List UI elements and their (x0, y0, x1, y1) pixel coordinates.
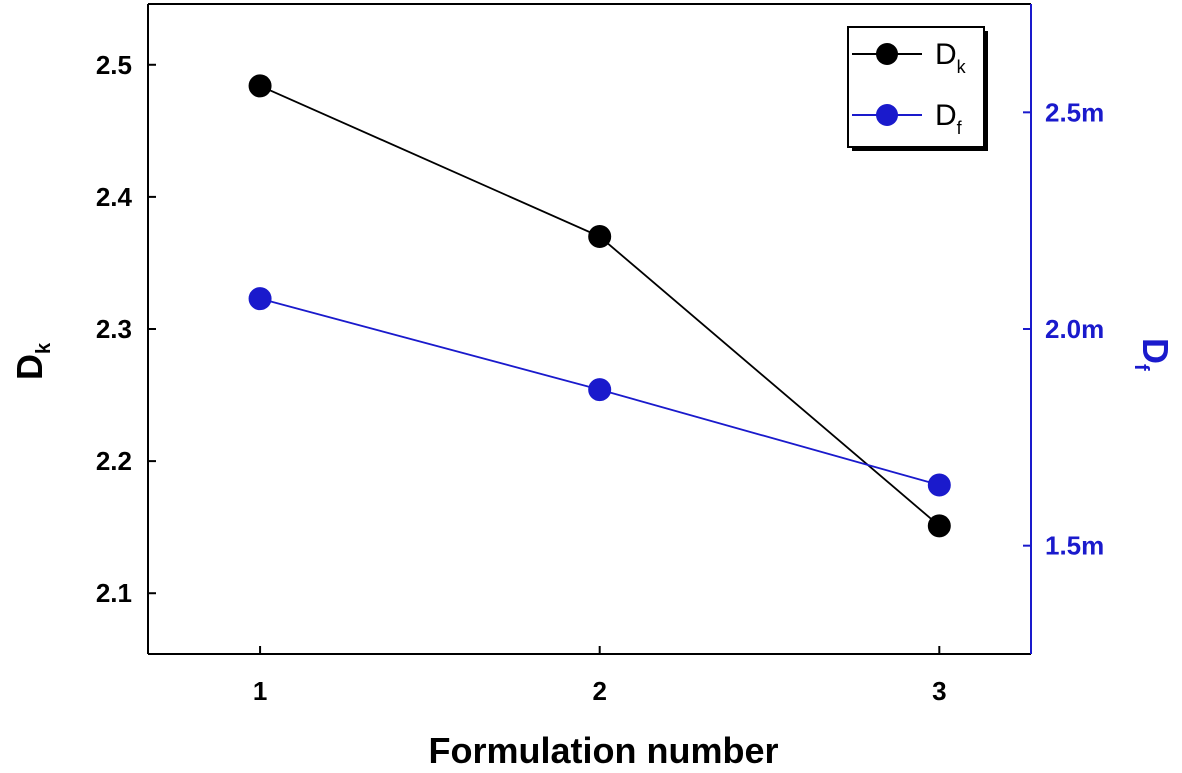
legend-marker-1 (876, 43, 898, 65)
data-point-series-1-1 (248, 74, 272, 98)
x-tick-label: 1 (253, 676, 267, 706)
x-tick-label: 3 (932, 676, 946, 706)
data-point-series-2-1 (248, 287, 272, 311)
left-tick-label: 2.4 (96, 182, 133, 212)
left-tick-label: 2.3 (96, 314, 132, 344)
series-line-1 (259, 85, 940, 527)
x-axis-title: Formulation number (429, 730, 779, 771)
legend-marker-2 (876, 104, 898, 126)
axis-titles: Formulation number Dk Df (9, 338, 1176, 771)
axes: 2.1 2.2 2.3 2.4 2.5 1.5m 2.0m 2.5m 1 2 3 (96, 3, 1104, 706)
left-axis-title: Dk (9, 342, 55, 380)
series-points (248, 74, 951, 538)
x-tick-label: 2 (592, 676, 606, 706)
data-point-series-1-2 (588, 225, 612, 249)
legend-box (847, 26, 985, 148)
right-tick-label: 2.5m (1045, 97, 1104, 127)
right-axis-title: Df (1130, 338, 1176, 371)
right-tick-label: 2.0m (1045, 314, 1104, 344)
data-point-series-2-2 (588, 378, 612, 402)
left-tick-label: 2.2 (96, 446, 132, 476)
right-tick-label: 1.5m (1045, 531, 1104, 561)
left-tick-label: 2.1 (96, 578, 132, 608)
data-point-series-2-3 (927, 473, 951, 497)
series-lines (259, 85, 940, 527)
left-tick-label: 2.5 (96, 50, 132, 80)
data-point-series-1-3 (927, 514, 951, 538)
